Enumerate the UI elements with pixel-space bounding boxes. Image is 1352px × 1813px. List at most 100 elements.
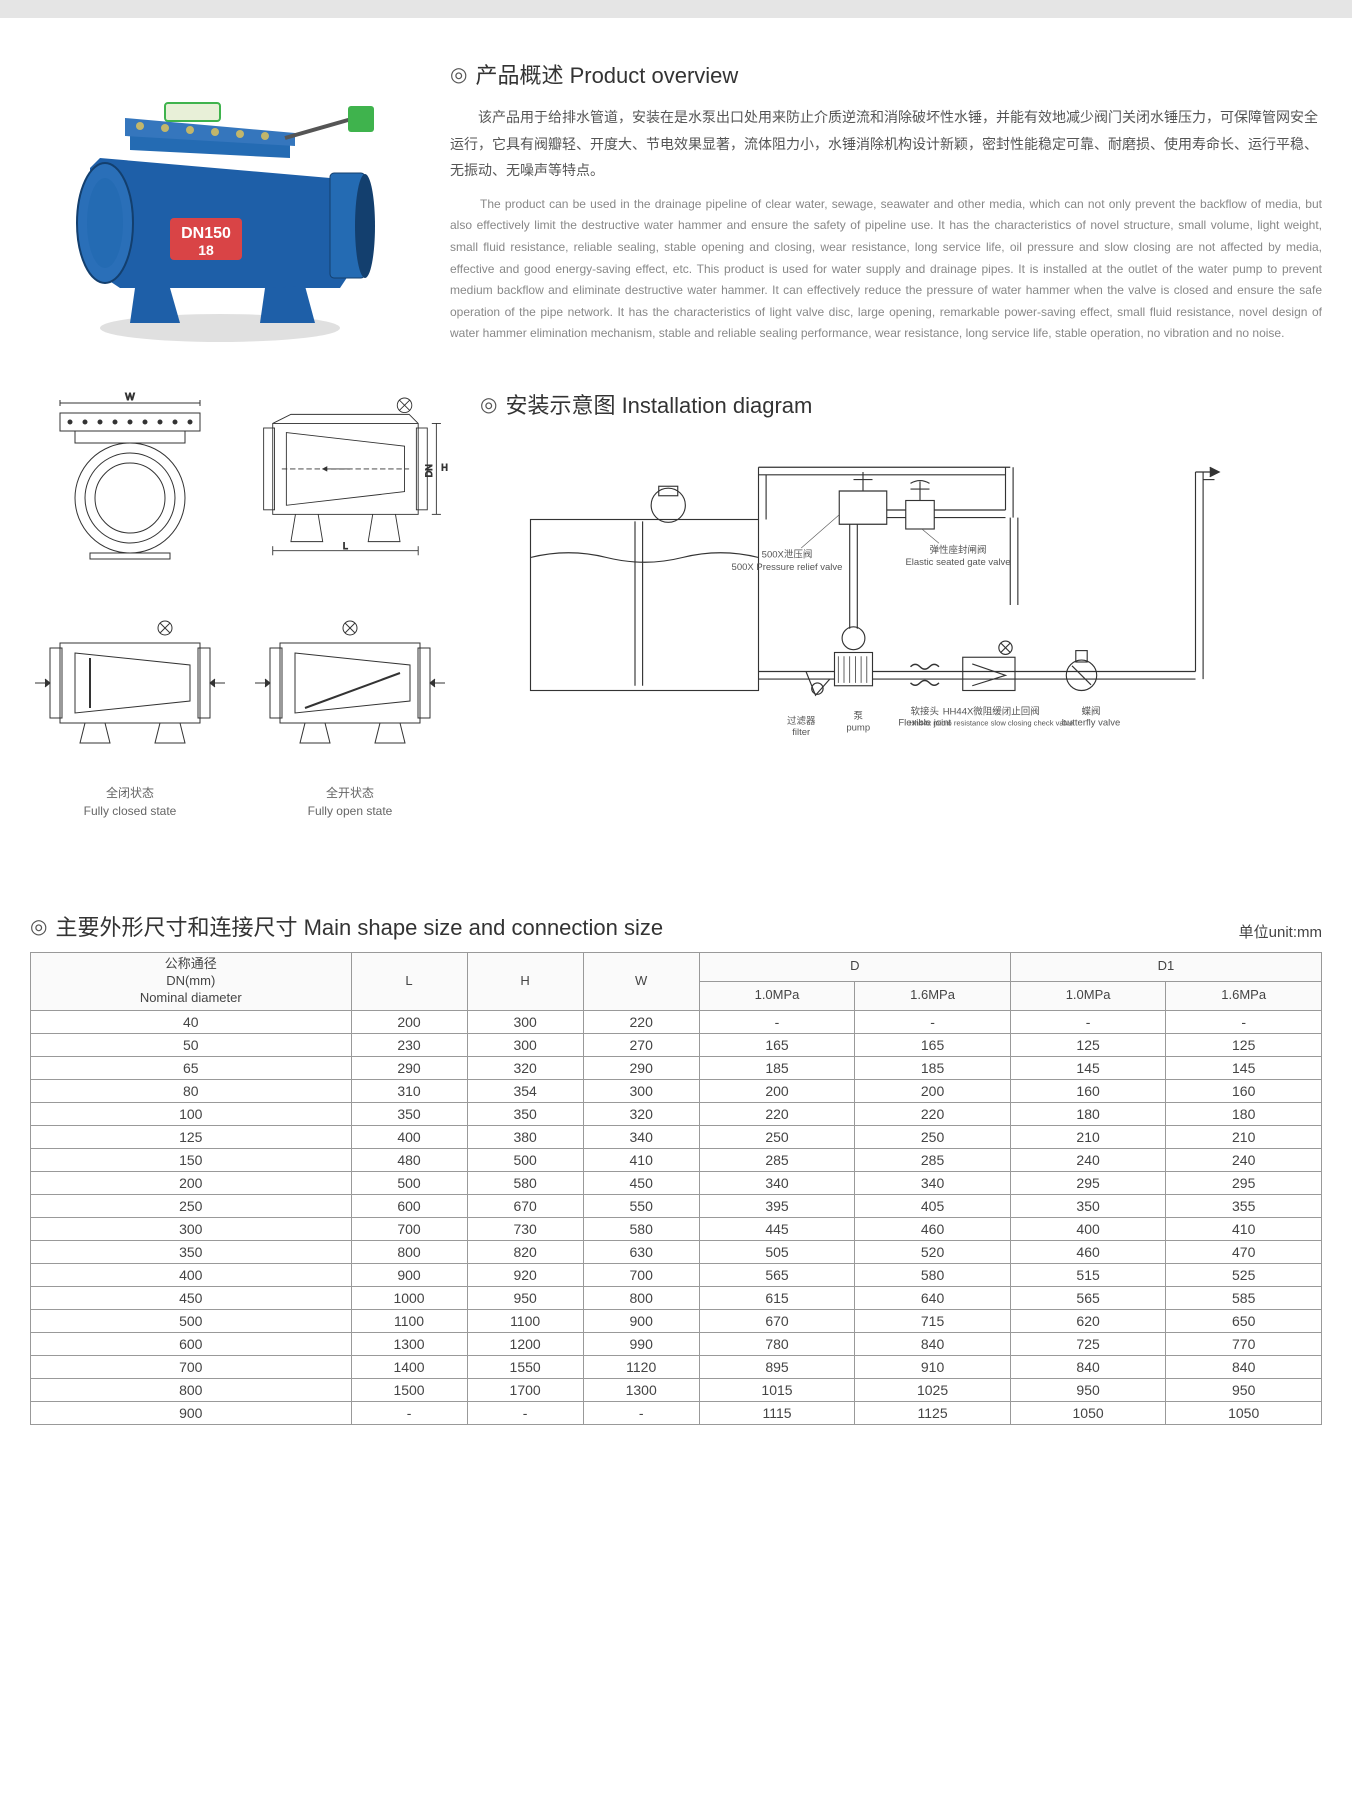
table-cell: 295 [1166,1171,1322,1194]
table-row: 80015001700130010151025950950 [31,1378,1322,1401]
table-cell: 670 [699,1309,855,1332]
table-cell: 1120 [583,1355,699,1378]
col-D: D [699,953,1010,982]
table-cell: 800 [31,1378,352,1401]
table-cell: - [467,1401,583,1424]
table-cell: 585 [1166,1286,1322,1309]
table-cell: 185 [855,1056,1011,1079]
technical-drawings: W [30,388,450,840]
table-cell: 300 [467,1033,583,1056]
open-state-drawing [250,593,450,773]
installation-title: ◎安装示意图 Installation diagram [480,388,1322,420]
col-D1-10: 1.0MPa [1010,981,1166,1010]
table-cell: 355 [1166,1194,1322,1217]
table-row: 900---1115112510501050 [31,1401,1322,1424]
svg-text:Hh44x micro resistance slow cl: Hh44x micro resistance slow closing chec… [909,719,1073,728]
table-cell: 300 [467,1010,583,1033]
table-cell: 520 [855,1240,1011,1263]
table-cell: 525 [1166,1263,1322,1286]
table-cell: - [583,1401,699,1424]
table-cell: 910 [855,1355,1011,1378]
table-cell: 295 [1010,1171,1166,1194]
table-cell: 920 [467,1263,583,1286]
table-cell: 125 [31,1125,352,1148]
table-cell: 840 [1010,1355,1166,1378]
table-cell: 730 [467,1217,583,1240]
table-cell: 285 [855,1148,1011,1171]
svg-text:过滤器: 过滤器 [787,715,816,727]
table-cell: 840 [855,1332,1011,1355]
svg-text:蝶阀: 蝶阀 [1081,705,1100,717]
table-cell: 445 [699,1217,855,1240]
table-cell: 900 [31,1401,352,1424]
table-cell: 700 [31,1355,352,1378]
table-cell: 580 [583,1217,699,1240]
table-cell: 515 [1010,1263,1166,1286]
table-cell: 200 [855,1079,1011,1102]
col-H: H [467,953,583,1011]
table-cell: 1400 [351,1355,467,1378]
table-cell: 1700 [467,1378,583,1401]
table-row: 150480500410285285240240 [31,1148,1322,1171]
table-cell: 50 [31,1033,352,1056]
table-cell: 350 [351,1102,467,1125]
overview-title: ◎产品概述 Product overview [450,58,1322,90]
table-cell: 460 [1010,1240,1166,1263]
table-cell: 65 [31,1056,352,1079]
table-cell: 565 [1010,1286,1166,1309]
svg-text:Elastic seated gate valve: Elastic seated gate valve [905,557,1010,568]
table-cell: 615 [699,1286,855,1309]
table-cell: 350 [467,1102,583,1125]
unit-label: 单位unit:mm [1239,921,1322,942]
table-cell: 470 [1166,1240,1322,1263]
table-row: 350800820630505520460470 [31,1240,1322,1263]
table-cell: 1015 [699,1378,855,1401]
svg-text:butterfly valve: butterfly valve [1062,718,1121,729]
table-cell: 285 [699,1148,855,1171]
table-cell: 340 [583,1125,699,1148]
col-D-16: 1.6MPa [855,981,1011,1010]
table-cell: 290 [351,1056,467,1079]
table-cell: 630 [583,1240,699,1263]
table-cell: 700 [583,1263,699,1286]
table-cell: 900 [351,1263,467,1286]
table-cell: 820 [467,1240,583,1263]
table-cell: 1500 [351,1378,467,1401]
table-cell: 80 [31,1079,352,1102]
table-row: 700140015501120895910840840 [31,1355,1322,1378]
table-cell: 250 [31,1194,352,1217]
table-cell: 1300 [351,1332,467,1355]
col-dn: 公称通径DN(mm)Nominal diameter [31,953,352,1011]
table-cell: 40 [31,1010,352,1033]
table-cell: 1050 [1166,1401,1322,1424]
table-cell: 950 [1166,1378,1322,1401]
closed-state-drawing [30,593,230,773]
table-cell: 400 [351,1125,467,1148]
svg-text:H: H [441,463,448,473]
table-cell: 1050 [1010,1401,1166,1424]
table-cell: 400 [1010,1217,1166,1240]
open-caption: 全开状态Fully open state [250,784,450,820]
table-row: 250600670550395405350355 [31,1194,1322,1217]
table-row: 300700730580445460400410 [31,1217,1322,1240]
table-cell: 160 [1010,1079,1166,1102]
table-cell: 650 [1166,1309,1322,1332]
table-cell: 950 [1010,1378,1166,1401]
table-cell: 1100 [467,1309,583,1332]
table-row: 80310354300200200160160 [31,1079,1322,1102]
table-cell: - [699,1010,855,1033]
table-cell: 505 [699,1240,855,1263]
table-cell: 450 [31,1286,352,1309]
table-row: 50011001100900670715620650 [31,1309,1322,1332]
table-cell: 220 [583,1010,699,1033]
table-cell: 670 [467,1194,583,1217]
table-cell: 1100 [351,1309,467,1332]
table-row: 50230300270165165125125 [31,1033,1322,1056]
table-cell: 165 [855,1033,1011,1056]
col-L: L [351,953,467,1011]
table-cell: 340 [699,1171,855,1194]
svg-text:W: W [125,392,135,403]
table-cell: 180 [1166,1102,1322,1125]
table-cell: 800 [583,1286,699,1309]
table-cell: 300 [583,1079,699,1102]
